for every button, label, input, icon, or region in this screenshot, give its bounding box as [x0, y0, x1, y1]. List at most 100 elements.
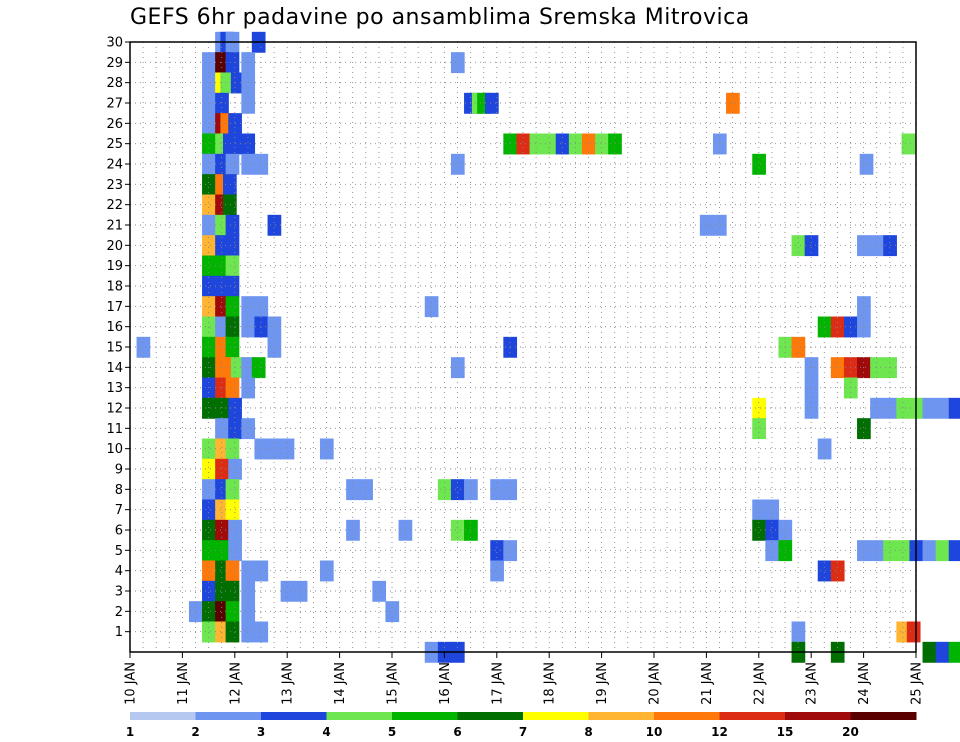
heatmap-cell — [712, 214, 727, 236]
y-tick-label: 19 — [106, 259, 123, 274]
heatmap-cell — [555, 133, 570, 155]
heatmap-cell — [359, 479, 373, 501]
colorbar-tick-label: 2 — [191, 725, 199, 739]
colorbar-swatch — [785, 712, 851, 720]
heatmap-cell — [225, 560, 240, 582]
y-tick-label: 25 — [106, 137, 123, 152]
heatmap-cell — [202, 255, 216, 277]
heatmap-cell — [223, 174, 237, 196]
heatmap-cell — [220, 72, 235, 94]
heatmap-cell — [485, 92, 499, 114]
heatmap-cell — [791, 235, 806, 257]
heatmap-cell — [215, 438, 229, 460]
y-tick-label: 13 — [106, 381, 123, 396]
heatmap-cell — [202, 560, 216, 582]
heatmap-cell — [712, 133, 727, 155]
x-tick-label: 13 JAN — [281, 662, 296, 705]
heatmap-cell — [202, 214, 216, 236]
heatmap-cell — [254, 153, 269, 175]
heatmap-cell — [225, 214, 240, 236]
y-tick-label: 24 — [106, 158, 123, 173]
heatmap-cell — [896, 621, 911, 643]
heatmap-cell — [752, 418, 766, 440]
heatmap-cell — [385, 601, 400, 623]
x-tick-label: 20 JAN — [648, 662, 663, 705]
heatmap-cell — [215, 255, 229, 277]
heatmap-cell — [857, 235, 871, 257]
heatmap-cell — [901, 133, 916, 155]
x-tick-label: 16 JAN — [438, 662, 453, 705]
y-tick-label: 21 — [106, 219, 123, 234]
x-tick-label: 21 JAN — [700, 662, 715, 705]
y-tick-label: 16 — [106, 320, 123, 335]
colorbar-tick-label: 12 — [711, 725, 728, 739]
heatmap-cell — [225, 621, 240, 643]
heatmap-cell — [215, 519, 229, 541]
heatmap-cell — [896, 540, 911, 562]
heatmap-cell — [752, 519, 766, 541]
y-tick-label: 12 — [106, 402, 123, 417]
heatmap-cell — [581, 133, 596, 155]
heatmap-cell — [230, 357, 245, 379]
heatmap-cell — [225, 52, 240, 74]
y-tick-label: 23 — [106, 178, 123, 193]
heatmap-cell — [225, 153, 240, 175]
heatmap-cell — [870, 397, 884, 419]
heatmap-cell — [372, 580, 387, 602]
heatmap-cell — [437, 479, 452, 501]
colorbar-swatch — [130, 712, 196, 720]
heatmap-cell — [765, 540, 780, 562]
colorbar-swatch — [654, 712, 720, 720]
y-tick-label: 17 — [106, 300, 123, 315]
heatmap-cell — [225, 580, 240, 602]
heatmap-cell — [202, 296, 216, 318]
y-tick-label: 2 — [115, 605, 123, 620]
heatmap-cell — [202, 621, 216, 643]
colorbar: 1 2 3 4 5 6 7 8 10 12 15 20 — [126, 712, 917, 739]
heatmap-cell — [830, 560, 845, 582]
heatmap-cell — [241, 560, 256, 582]
heatmap-cell — [225, 336, 240, 358]
heatmap-cell — [215, 621, 229, 643]
heatmap-cell — [241, 133, 256, 155]
heatmap-cell — [215, 214, 229, 236]
y-tick-label: 6 — [115, 524, 123, 539]
y-tick-label: 4 — [115, 564, 123, 579]
heatmap-cell — [254, 621, 269, 643]
heatmap-cell — [202, 316, 216, 338]
x-tick-label: 14 JAN — [333, 662, 348, 705]
heatmap-cell — [699, 214, 714, 236]
heatmap-cell — [516, 133, 531, 155]
heatmap-cell — [870, 235, 884, 257]
colorbar-tick-label: 5 — [388, 725, 396, 739]
heatmap-cell — [948, 540, 960, 562]
heatmap-cell — [215, 296, 229, 318]
heatmap-cell — [857, 540, 871, 562]
heatmap-cell — [241, 601, 256, 623]
heatmap-cell — [215, 580, 229, 602]
heatmap-cell — [346, 519, 360, 541]
y-tick-label: 11 — [106, 422, 123, 437]
heatmap-cell — [752, 499, 766, 521]
heatmap-cell — [830, 316, 845, 338]
heatmap-cell — [215, 235, 229, 257]
y-axis: 1234567891011121314151617181920212223242… — [106, 36, 130, 640]
heatmap-cell — [215, 458, 229, 480]
heatmap-cell — [202, 601, 216, 623]
heatmap-cell — [225, 255, 240, 277]
grid-layer — [130, 42, 916, 652]
heatmap-cell — [225, 275, 240, 297]
y-tick-label: 29 — [106, 56, 123, 71]
y-tick-label: 8 — [115, 483, 123, 498]
y-tick-label: 15 — [106, 341, 123, 356]
heatmap-cell — [726, 92, 740, 114]
y-tick-label: 28 — [106, 76, 123, 91]
colorbar-tick-label: 6 — [453, 725, 461, 739]
heatmap-cell — [215, 397, 229, 419]
heatmap-cell — [202, 194, 216, 216]
y-tick-label: 18 — [106, 280, 123, 295]
heatmap-cell — [202, 479, 216, 501]
heatmap-cell — [202, 235, 216, 257]
colorbar-swatch — [326, 712, 393, 720]
heatmap-cell — [948, 641, 960, 663]
